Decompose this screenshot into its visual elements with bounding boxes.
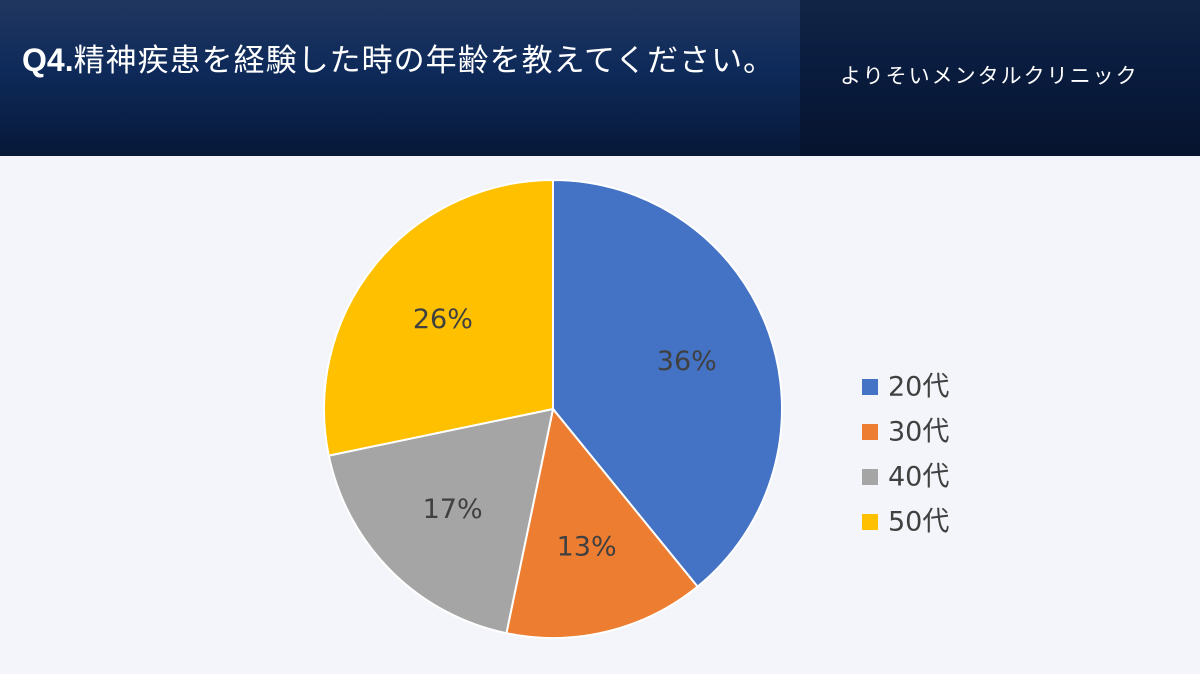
legend-swatch-2 [862,424,878,440]
pie-slice-label-2: 13% [557,531,617,562]
pie-slice-label-1: 36% [657,346,717,377]
legend-label-4: 50代 [888,507,949,538]
legend-swatch-3 [862,469,878,485]
legend-swatch-1 [862,379,878,395]
pie-slice-1 [552,178,783,589]
legend: 20代 30代 40代 50代 [862,372,949,538]
page-title: Q4.精神疾患を経験した時の年齢を教えてください。 [22,40,802,81]
header-banner: Q4.精神疾患を経験した時の年齢を教えてください。 よりそいメンタルクリニック [0,0,1200,156]
pie-slice-3 [327,407,555,635]
pie-slice-2 [505,406,699,639]
legend-swatch-4 [862,514,878,530]
pie-slices [323,178,783,639]
pie-slice-label-4: 26% [413,304,473,335]
clinic-name: よりそいメンタルクリニック [840,64,1139,88]
pie-slice-label-3: 17% [423,494,483,525]
pie-slice-labels: 36% 13% 17% 26% [413,304,717,563]
legend-label-2: 30代 [888,417,949,448]
header-right-panel [800,0,1200,156]
legend-label-1: 20代 [888,372,949,403]
pie-slice-4 [323,178,554,457]
question-number: Q4. [22,42,74,78]
legend-label-3: 40代 [888,462,949,493]
question-text: 精神疾患を経験した時の年齢を教えてください。 [73,43,776,79]
